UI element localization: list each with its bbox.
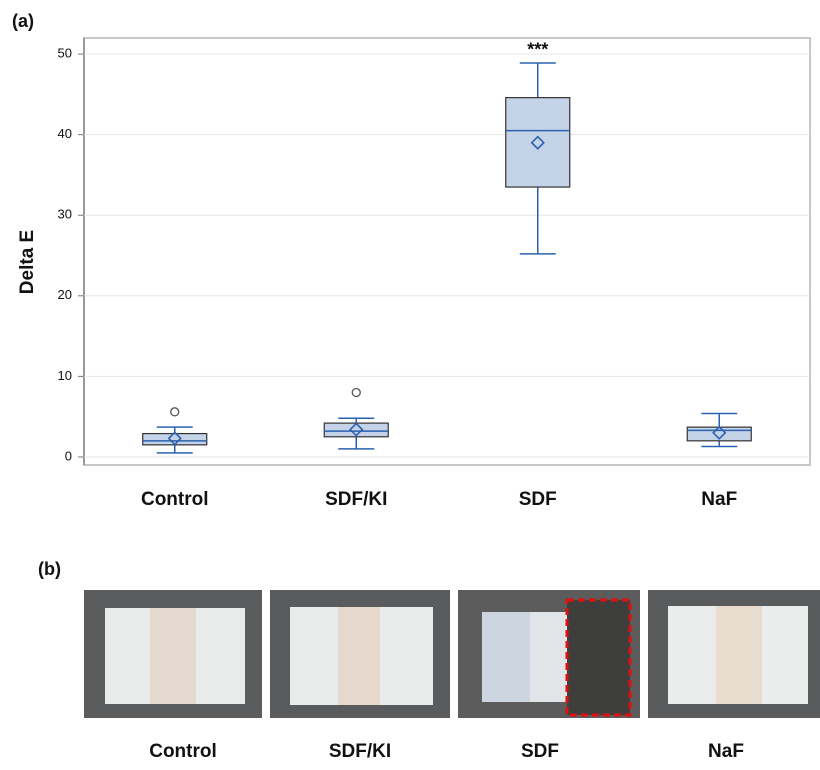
highlight-box — [565, 598, 632, 717]
photo-caption: SDF/KI — [329, 741, 391, 762]
photo-caption: SDF — [521, 741, 559, 762]
plot-frame — [83, 37, 811, 466]
x-tick-label: Control — [141, 489, 209, 510]
y-tick-label: 10 — [58, 368, 72, 383]
slab-band — [150, 608, 196, 704]
photo-caption: NaF — [708, 741, 744, 762]
photo — [458, 590, 640, 718]
y-tick-label: 50 — [58, 46, 72, 61]
x-tick-label: NaF — [701, 489, 737, 510]
box — [505, 97, 571, 188]
significance-label: *** — [527, 40, 548, 60]
mean-marker — [349, 422, 364, 437]
photo — [648, 590, 820, 718]
photo — [84, 590, 262, 718]
panel-label: (a) — [12, 11, 34, 31]
mean-marker — [530, 135, 545, 150]
plot: 0 10 20 30 40 50 Control SDF/KI SDF *** NaF — [58, 40, 810, 510]
panel-label: (b) — [38, 559, 61, 579]
photo-caption: Control — [149, 741, 217, 762]
outlier — [170, 407, 180, 417]
slab-band — [530, 612, 567, 702]
slab-band — [716, 606, 762, 704]
y-tick-label: 40 — [58, 126, 72, 141]
x-tick-label: SDF — [519, 489, 557, 510]
y-tick-label: 0 — [65, 448, 72, 463]
slab-band — [338, 607, 380, 705]
mean-marker — [167, 431, 182, 446]
mean-marker — [712, 425, 727, 440]
y-tick-label: 20 — [58, 287, 72, 302]
photo — [270, 590, 450, 718]
box — [142, 432, 208, 446]
x-tick-label: SDF/KI — [325, 489, 387, 510]
stained-area — [567, 600, 630, 715]
y-axis-label: Delta E — [17, 230, 38, 294]
outlier — [351, 387, 361, 398]
y-tick-label: 30 — [58, 207, 72, 222]
